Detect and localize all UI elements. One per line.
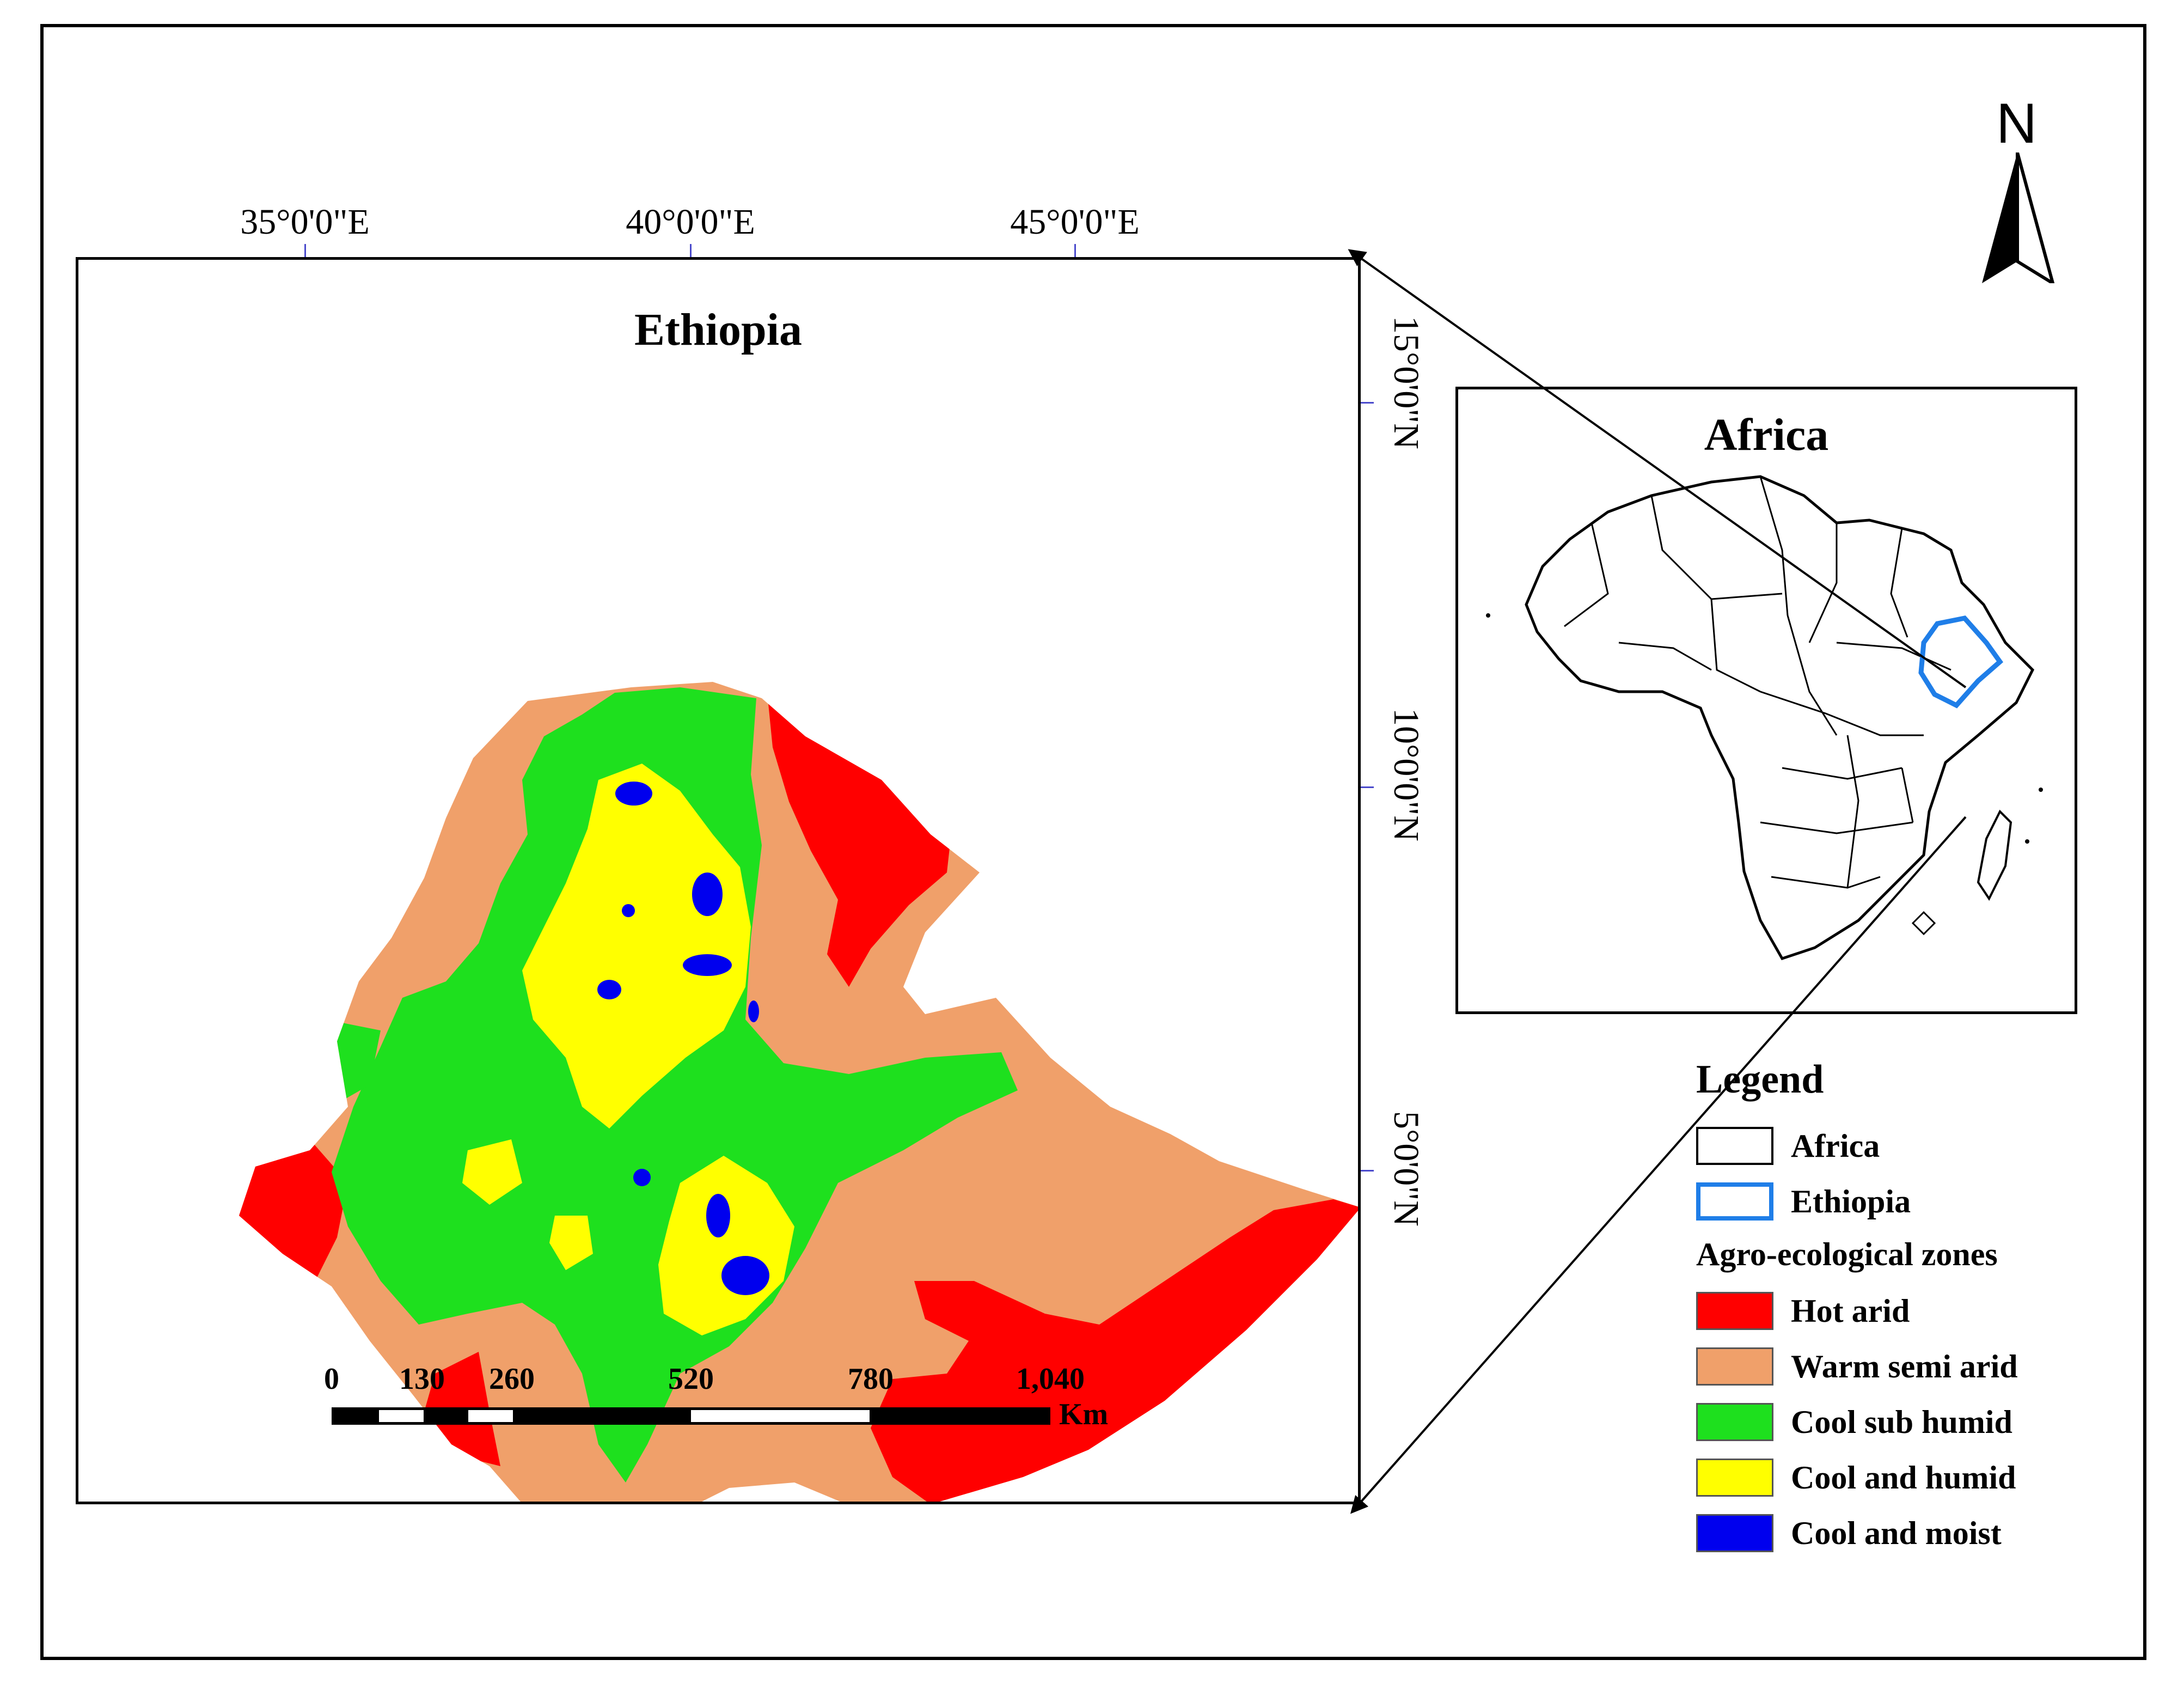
- hot-arid-zone: [871, 1199, 1358, 1502]
- africa-outline: [1525, 475, 2035, 961]
- scale-bar: 0 130 260 520 780 1,040 Km: [324, 1362, 1116, 1438]
- scale-unit: Km: [1059, 1398, 1109, 1431]
- longitude-label-45e: 45°0'0"E: [1010, 202, 1140, 242]
- cool-and-moist-zone: [706, 1194, 730, 1237]
- cool-and-humid-zone: [522, 764, 751, 1128]
- latitude-label-15n: 15°0'0"N: [1386, 316, 1426, 449]
- hot-arid-zone: [767, 687, 952, 987]
- legend-swatch: [1696, 1459, 1773, 1497]
- outer-frame: [40, 24, 2146, 1660]
- north-label: N: [1996, 92, 2038, 155]
- africa-map: [1486, 475, 2043, 961]
- scale-tick-label: 260: [489, 1362, 535, 1396]
- legend-title: Legend: [1696, 1057, 1824, 1102]
- legend-label: Cool and humid: [1791, 1459, 2016, 1496]
- latitude-tick: [1360, 402, 1374, 404]
- ethiopia-map-frame: Ethiopia: [76, 257, 1361, 1504]
- longitude-label-40e: 40°0'0"E: [626, 202, 755, 242]
- cool-and-moist-zone: [622, 904, 635, 917]
- longitude-tick: [304, 244, 306, 258]
- scale-tick-label: 780: [848, 1362, 894, 1396]
- legend-item-warm-semi-arid: Warm semi arid: [1696, 1339, 2110, 1394]
- cool-and-moist-zone: [633, 1169, 651, 1186]
- cool-and-moist-zone: [692, 873, 723, 916]
- africa-inset-frame: Africa: [1455, 387, 2077, 1014]
- cool-and-moist-zone: [615, 782, 652, 806]
- scale-tick-label: 520: [668, 1362, 714, 1396]
- legend-item-ethiopia: Ethiopia: [1696, 1174, 2110, 1229]
- cool-and-moist-zone: [721, 1256, 769, 1295]
- madagascar: [1977, 809, 2012, 901]
- legend-swatch: [1696, 1127, 1773, 1165]
- cool-and-humid-zone: [549, 1216, 593, 1270]
- latitude-tick: [1360, 1170, 1374, 1172]
- latitude-tick: [1360, 786, 1374, 788]
- legend-label: Cool and moist: [1791, 1515, 2002, 1551]
- scale-tick-label: 0: [324, 1362, 339, 1396]
- longitude-tick: [1074, 244, 1076, 258]
- legend-item-hot-arid: Hot arid: [1696, 1283, 2110, 1339]
- legend-label: Ethiopia: [1791, 1183, 1911, 1219]
- cool-sub-humid-zone: [332, 687, 1018, 1482]
- map-title: Ethiopia: [634, 304, 803, 355]
- legend-zones-title: Agro-ecological zones: [1696, 1236, 1998, 1272]
- legend-swatch: [1696, 1347, 1773, 1386]
- hot-arid-zone: [239, 1139, 348, 1281]
- scale-tick-label: 130: [399, 1362, 445, 1396]
- legend-swatch: [1696, 1403, 1773, 1441]
- legend-label: Cool sub humid: [1791, 1404, 2012, 1440]
- legend-item-africa: Africa: [1696, 1118, 2110, 1174]
- ethiopia-map: [239, 682, 1358, 1502]
- latitude-label-5n: 5°0'0"N: [1386, 1111, 1426, 1227]
- longitude-tick: [690, 244, 692, 258]
- cool-and-moist-zone: [748, 1000, 759, 1022]
- north-arrow-icon: [1982, 152, 2055, 283]
- scale-tick-label: 1,040: [1016, 1362, 1085, 1396]
- longitude-label-35e: 35°0'0"E: [240, 202, 370, 242]
- legend-item-cool-and-humid: Cool and humid: [1696, 1450, 2110, 1505]
- legend-item-cool-and-moist: Cool and moist: [1696, 1505, 2110, 1561]
- cool-and-humid-zone: [462, 1139, 522, 1205]
- cool-and-moist-zone: [683, 954, 732, 976]
- legend-label: Hot arid: [1791, 1292, 1910, 1329]
- legend-item-cool-sub-humid: Cool sub humid: [1696, 1394, 2110, 1450]
- scale-bar-segments: [332, 1407, 1050, 1425]
- cool-and-moist-zone: [597, 980, 621, 999]
- legend-swatch: [1696, 1514, 1773, 1552]
- legend-label: Africa: [1791, 1127, 1880, 1164]
- legend-swatch: [1696, 1182, 1773, 1221]
- legend-label: Warm semi arid: [1791, 1348, 2018, 1384]
- latitude-label-10n: 10°0'0"N: [1386, 708, 1426, 841]
- legend: Legend Africa Ethiopia Agro-ecological z…: [1696, 1057, 2110, 1561]
- legend-swatch: [1696, 1292, 1773, 1330]
